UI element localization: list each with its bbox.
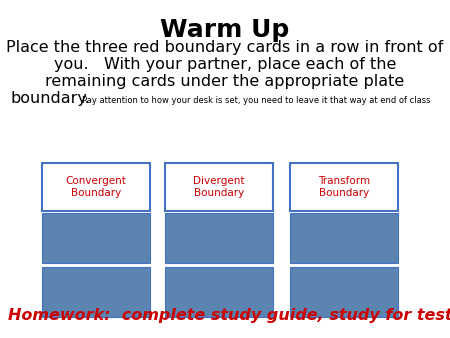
Text: Homework:  complete study guide, study for test: Homework: complete study guide, study fo… [8,308,450,323]
Bar [165,163,273,211]
Text: Pay attention to how your desk is set, you need to leave it that way at end of c: Pay attention to how your desk is set, y… [82,96,431,105]
Bar [42,213,150,263]
Bar [42,267,150,317]
Text: boundary.: boundary. [10,91,90,106]
Bar [165,267,273,317]
Text: Place the three red boundary cards in a row in front of: Place the three red boundary cards in a … [6,40,444,55]
Bar [42,163,150,211]
Text: Convergent
Boundary: Convergent Boundary [66,176,126,198]
Text: you.   With your partner, place each of the: you. With your partner, place each of th… [54,57,396,72]
Text: Transform
Boundary: Transform Boundary [318,176,370,198]
Bar [290,213,398,263]
Text: remaining cards under the appropriate plate: remaining cards under the appropriate pl… [45,74,405,89]
Bar [165,213,273,263]
Bar [290,163,398,211]
Bar [290,267,398,317]
Text: Warm Up: Warm Up [160,18,290,42]
Text: Divergent
Boundary: Divergent Boundary [193,176,245,198]
